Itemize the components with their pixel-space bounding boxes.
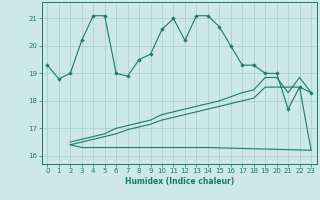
X-axis label: Humidex (Indice chaleur): Humidex (Indice chaleur) — [124, 177, 234, 186]
